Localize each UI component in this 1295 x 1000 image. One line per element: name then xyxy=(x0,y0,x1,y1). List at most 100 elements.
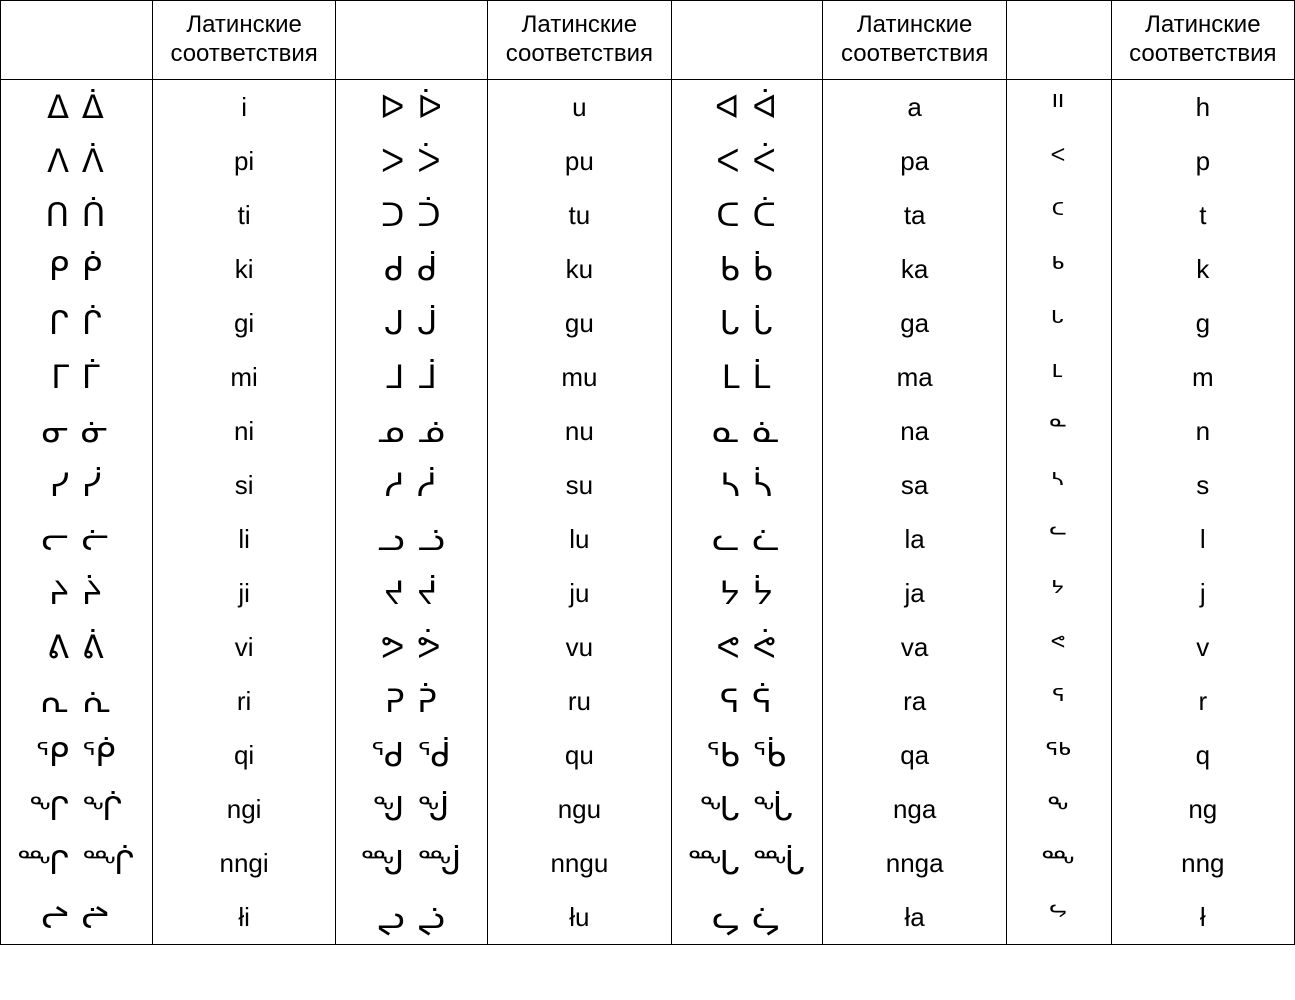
table-row: ᓂ ᓃniᓄ ᓅnuᓇ ᓈnaᓐn xyxy=(1,404,1295,458)
table-row: ᕿ ᖀqiᖁ ᖂquᖃ ᖄqaᖅq xyxy=(1,728,1295,782)
syllabics-cell: ᑦ xyxy=(1006,188,1111,242)
syllabics-cell: ᔨ ᔩ xyxy=(1,566,153,620)
syllabics-cell: ᒧ ᒨ xyxy=(336,350,488,404)
table-row: ᔨ ᔩjiᔪ ᔫjuᔭ ᔮjaᔾj xyxy=(1,566,1295,620)
syllabics-cell: ᒡ xyxy=(1006,296,1111,350)
syllabics-cell: ᔾ xyxy=(1006,566,1111,620)
latin-cell: ngu xyxy=(488,782,671,836)
latin-cell: ju xyxy=(488,566,671,620)
latin-cell: ga xyxy=(823,296,1006,350)
syllabics-cell: ᕝ xyxy=(1006,620,1111,674)
syllabics-cell: ᔪ ᔫ xyxy=(336,566,488,620)
syllabics-cell: ᑉ xyxy=(1006,134,1111,188)
latin-cell: nga xyxy=(823,782,1006,836)
latin-cell: s xyxy=(1111,458,1294,512)
latin-cell: vi xyxy=(152,620,335,674)
syllabics-cell: ᓗ ᓘ xyxy=(336,512,488,566)
syllabics-cell: ᐅ ᐆ xyxy=(336,79,488,134)
latin-cell: łi xyxy=(152,890,335,945)
latin-cell: gu xyxy=(488,296,671,350)
latin-cell: ni xyxy=(152,404,335,458)
table-row: ᕕ ᕖviᕗ ᕘvuᕙ ᕚvaᕝv xyxy=(1,620,1295,674)
latin-cell: pa xyxy=(823,134,1006,188)
syllabics-cell: ᕈ ᕉ xyxy=(336,674,488,728)
syllabics-cell: ᕿ ᖀ xyxy=(1,728,153,782)
header-latin-3: Латинскиесоответствия xyxy=(823,1,1006,80)
syllabics-cell: ᔭ ᔮ xyxy=(671,566,823,620)
latin-cell: lu xyxy=(488,512,671,566)
header-latin-4: Латинскиесоответствия xyxy=(1111,1,1294,80)
latin-cell: i xyxy=(152,79,335,134)
table-row: ᙱ ᙲnngiᙳ ᙴnnguᙵ ᙶnngaᖖnng xyxy=(1,836,1295,890)
syllabics-cell: ᒻ xyxy=(1006,350,1111,404)
latin-cell: pi xyxy=(152,134,335,188)
syllabics-cell: ᖦ xyxy=(1006,890,1111,945)
latin-cell: ku xyxy=(488,242,671,296)
header-latin-2: Латинскиесоответствия xyxy=(488,1,671,80)
latin-cell: sa xyxy=(823,458,1006,512)
syllabics-cell: ᒍ ᒎ xyxy=(336,296,488,350)
syllabics-cell: ᓪ xyxy=(1006,512,1111,566)
syllabics-cell: ᒋ ᒌ xyxy=(1,296,153,350)
latin-cell: nngu xyxy=(488,836,671,890)
syllabics-cell: ᖢ ᖣ xyxy=(336,890,488,945)
latin-cell: ra xyxy=(823,674,1006,728)
syllabics-cell: ᖓ ᖔ xyxy=(671,782,823,836)
syllabics-cell: ᖅ xyxy=(1006,728,1111,782)
latin-cell: vu xyxy=(488,620,671,674)
latin-cell: ngi xyxy=(152,782,335,836)
latin-cell: ji xyxy=(152,566,335,620)
syllabics-chart: Латинскиесоответствия Латинскиесоответст… xyxy=(0,0,1295,945)
syllabics-cell: ᓄ ᓅ xyxy=(336,404,488,458)
latin-cell: łu xyxy=(488,890,671,945)
latin-cell: ki xyxy=(152,242,335,296)
latin-cell: li xyxy=(152,512,335,566)
latin-cell: ka xyxy=(823,242,1006,296)
syllabics-cell: ᕕ ᕖ xyxy=(1,620,153,674)
header-blank-3 xyxy=(671,1,823,80)
latin-cell: la xyxy=(823,512,1006,566)
latin-cell: ti xyxy=(152,188,335,242)
syllabics-cell: ᑐ ᑑ xyxy=(336,188,488,242)
header-blank-1 xyxy=(1,1,153,80)
syllabics-cell: ᐊ ᐋ xyxy=(671,79,823,134)
syllabics-cell: ᒪ ᒫ xyxy=(671,350,823,404)
syllabics-cell: ᖃ ᖄ xyxy=(671,728,823,782)
syllabics-cell: ᒃ xyxy=(1006,242,1111,296)
syllabics-cell: ᓇ ᓈ xyxy=(671,404,823,458)
syllabics-table: Латинскиесоответствия Латинскиесоответст… xyxy=(0,0,1295,945)
table-row: ᑭ ᑮkiᑯ ᑰkuᑲ ᑳkaᒃk xyxy=(1,242,1295,296)
syllabics-cell: ᖠ ᖡ xyxy=(1,890,153,945)
latin-cell: ma xyxy=(823,350,1006,404)
header-blank-2 xyxy=(336,1,488,80)
table-row: ᖏ ᖐngiᖑ ᖒnguᖓ ᖔngaᖕng xyxy=(1,782,1295,836)
latin-cell: nnga xyxy=(823,836,1006,890)
header-latin-1: Латинскиесоответствия xyxy=(152,1,335,80)
syllabics-cell: ᙱ ᙲ xyxy=(1,836,153,890)
latin-cell: gi xyxy=(152,296,335,350)
table-row: ᐱ ᐲpiᐳ ᐴpuᐸ ᐹpaᑉp xyxy=(1,134,1295,188)
latin-cell: r xyxy=(1111,674,1294,728)
syllabics-cell: ᐃ ᐄ xyxy=(1,79,153,134)
table-body: ᐃ ᐄiᐅ ᐆuᐊ ᐋaᐦhᐱ ᐲpiᐳ ᐴpuᐸ ᐹpaᑉpᑎ ᑏtiᑐ ᑑt… xyxy=(1,79,1295,944)
syllabics-cell: ᓂ ᓃ xyxy=(1,404,153,458)
latin-cell: ł xyxy=(1111,890,1294,945)
syllabics-cell: ᐦ xyxy=(1006,79,1111,134)
table-row: ᕆ ᕇriᕈ ᕉruᕋ ᕌraᕐr xyxy=(1,674,1295,728)
syllabics-cell: ᖑ ᖒ xyxy=(336,782,488,836)
latin-cell: v xyxy=(1111,620,1294,674)
latin-cell: ng xyxy=(1111,782,1294,836)
syllabics-cell: ᕋ ᕌ xyxy=(671,674,823,728)
syllabics-cell: ᕗ ᕘ xyxy=(336,620,488,674)
latin-cell: tu xyxy=(488,188,671,242)
latin-cell: si xyxy=(152,458,335,512)
latin-cell: ja xyxy=(823,566,1006,620)
syllabics-cell: ᔅ xyxy=(1006,458,1111,512)
latin-cell: mu xyxy=(488,350,671,404)
syllabics-cell: ᐳ ᐴ xyxy=(336,134,488,188)
syllabics-cell: ᖤ ᖥ xyxy=(671,890,823,945)
latin-cell: u xyxy=(488,79,671,134)
table-row: ᖠ ᖡłiᖢ ᖣłuᖤ ᖥłaᖦł xyxy=(1,890,1295,945)
latin-cell: pu xyxy=(488,134,671,188)
table-row: ᐃ ᐄiᐅ ᐆuᐊ ᐋaᐦh xyxy=(1,79,1295,134)
